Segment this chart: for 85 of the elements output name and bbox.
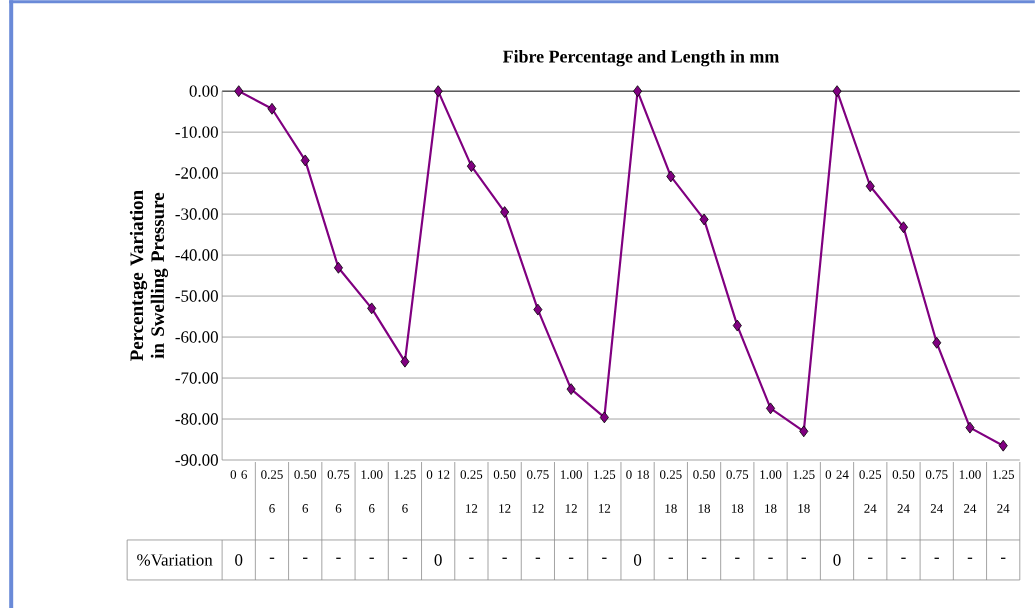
x-tick-label: 0 12	[426, 470, 450, 479]
y-tick-label: -20.00	[175, 167, 218, 179]
point	[633, 85, 643, 97]
category-label: 0.25 12	[460, 470, 483, 513]
point	[333, 261, 343, 274]
data-label: -	[934, 557, 939, 559]
data-label: -	[369, 557, 374, 559]
data-label: -	[1001, 557, 1006, 559]
category-label: 0.50 18	[693, 470, 715, 513]
data-label: -	[269, 557, 275, 559]
point	[766, 402, 776, 415]
y-tick-label: -90.00	[175, 454, 218, 466]
point	[599, 411, 609, 424]
y-axis-title: Percentage Variation in Swelling Pressure	[129, 190, 169, 361]
data-label: -	[568, 557, 574, 559]
category-label: 1.00 24	[959, 470, 981, 513]
category-label: 1.00 18	[760, 470, 782, 513]
point	[400, 355, 410, 368]
point	[533, 303, 543, 316]
category-label: 0.50 24	[892, 470, 915, 513]
data-label: -	[535, 557, 541, 559]
data-label: -	[801, 557, 806, 559]
data-label: -	[602, 557, 607, 559]
point	[898, 221, 908, 234]
point	[832, 85, 842, 97]
y-tick-label: -80.00	[175, 413, 218, 425]
y-tick-label: -60.00	[175, 331, 218, 343]
y-tick-label: 0.00	[189, 85, 218, 97]
category-label: 1.00 6	[361, 470, 383, 513]
point	[367, 302, 377, 315]
point	[732, 319, 742, 332]
point	[932, 336, 942, 349]
point	[699, 213, 709, 226]
y-tick-label: -30.00	[175, 208, 218, 220]
data-label: -	[868, 557, 873, 559]
data-label: -	[502, 557, 507, 559]
text: %Variation	[137, 554, 213, 566]
point	[300, 154, 310, 167]
data-label: 0	[833, 554, 841, 566]
data-label: 0	[633, 554, 642, 566]
data-label: -	[735, 557, 740, 559]
point	[998, 439, 1008, 452]
y-tick-label: -70.00	[175, 372, 218, 384]
point	[500, 206, 510, 218]
y-tick-label: -10.00	[175, 126, 218, 138]
category-label: 1.25 6	[394, 470, 416, 513]
y-tick-label: -50.00	[175, 290, 218, 302]
data-label: 0	[235, 554, 243, 566]
data-label: -	[402, 557, 408, 559]
point	[234, 85, 244, 97]
data-label: -	[768, 557, 773, 559]
category-label: 1.25 18	[793, 470, 815, 513]
category-label: 0.75 6	[327, 470, 350, 513]
category-label: 0.25 18	[659, 470, 682, 513]
point	[965, 421, 975, 434]
point	[466, 160, 476, 172]
data-label: -	[701, 557, 707, 559]
category-label: 1.00 12	[560, 470, 582, 513]
point	[433, 85, 443, 97]
data-label: -	[469, 557, 474, 559]
category-label: 0.75 12	[527, 470, 549, 513]
category-label: 0.50 6	[294, 470, 317, 513]
category-label: 1.25 12	[594, 470, 616, 513]
data-label: 0	[434, 554, 442, 566]
x-tick-label: 0 18	[626, 470, 649, 479]
point	[666, 170, 676, 183]
point	[267, 102, 277, 115]
x-tick-label: 0 6	[230, 470, 247, 479]
category-label: 0.75 18	[726, 470, 749, 513]
point	[799, 425, 809, 438]
category-label: 1.25 24	[993, 470, 1015, 513]
data-label: -	[967, 557, 973, 559]
category-label: 0.50 12	[493, 470, 516, 513]
category-label: 0.25 6	[261, 470, 283, 513]
data-label: -	[668, 557, 674, 559]
y-tick-label: -40.00	[175, 249, 218, 261]
x-tick-label: 0 24	[825, 470, 849, 479]
point	[865, 180, 875, 193]
data-label: -	[336, 557, 341, 559]
data-label: -	[303, 557, 308, 559]
category-label: 0.75 24	[925, 470, 948, 513]
category-label: 0.25 24	[859, 470, 882, 513]
chart-title: Fibre Percentage and Length in mm	[502, 49, 779, 67]
point	[566, 383, 576, 395]
data-label: -	[901, 557, 906, 559]
